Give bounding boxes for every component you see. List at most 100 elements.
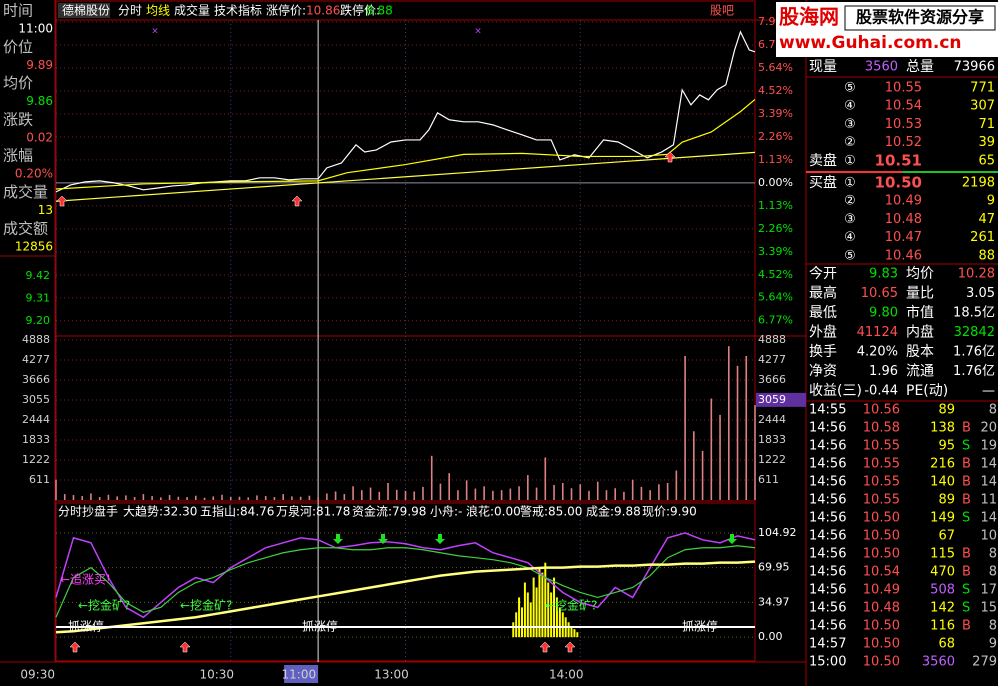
indicator-header: 万泉河:81.78 <box>276 505 350 519</box>
stat-value: 10.65 <box>861 286 898 301</box>
volume-bar <box>317 497 319 500</box>
volume-bar <box>736 365 739 500</box>
volume-bar <box>195 495 197 500</box>
stat-label: 均价 <box>906 266 934 282</box>
volume-bar <box>63 494 66 500</box>
volume-bar <box>361 490 363 500</box>
info-value: 0.20% <box>15 167 53 181</box>
trade-time: 14:55 <box>809 403 846 418</box>
stock-tab[interactable] <box>58 3 110 18</box>
price-frame <box>55 0 756 502</box>
limit-down: 8.88 <box>366 4 393 18</box>
indicator-bar <box>518 597 521 638</box>
y-tick-label: 4.52% <box>758 84 793 97</box>
y-tick-label: 5.64% <box>758 291 793 304</box>
volume-tick-label: 1222 <box>758 453 786 466</box>
y-tick-label: 3.39% <box>758 245 793 258</box>
info-label: 涨跌 <box>3 110 33 128</box>
volume-bar <box>430 455 433 500</box>
indicator-bar <box>526 592 529 638</box>
volume-bar <box>264 496 267 500</box>
quote-value: 73966 <box>954 60 995 75</box>
stat-label: 内盘 <box>906 324 934 341</box>
book-level: ① <box>844 153 856 168</box>
indicator-header: 警戒:85.00 <box>520 504 582 519</box>
volume-bar <box>203 497 206 500</box>
volume-bar <box>55 479 57 500</box>
trade-volume: 116 <box>930 619 955 634</box>
book-price: 10.53 <box>885 117 922 132</box>
volume-bar <box>422 486 424 500</box>
trade-side: S <box>962 439 970 454</box>
info-value: 12856 <box>15 239 53 253</box>
volume-bar <box>649 490 651 500</box>
volume-bar <box>719 414 721 500</box>
trade-volume: 149 <box>930 511 955 526</box>
info-label: 价位 <box>3 38 33 56</box>
volume-bar <box>448 473 450 500</box>
y-tick-label: 6.77% <box>758 314 793 327</box>
indicator-header: 资金流:79.98 <box>352 504 426 519</box>
indicator-bar <box>567 622 570 638</box>
volume-bar <box>229 497 232 500</box>
trade-time: 14:57 <box>809 637 846 652</box>
trade-count: 9 <box>989 637 997 652</box>
y2-tick-label: 9.42 <box>26 269 51 282</box>
volume-bar <box>474 488 477 500</box>
logo-name: 股海网 <box>779 5 839 29</box>
book-volume: 2198 <box>962 176 995 191</box>
volume-bar <box>631 479 634 500</box>
trade-price: 10.54 <box>863 565 900 580</box>
x-tick-label: 14:00 <box>549 668 584 682</box>
annotation: ←挖金矿? <box>78 598 130 613</box>
sell-arrow <box>333 534 343 544</box>
indicator-bar <box>541 572 544 638</box>
volume-bar <box>378 491 381 500</box>
volume-tick-label: 1222 <box>22 453 50 466</box>
quote-label: 总量 <box>906 59 934 75</box>
sell-arrow <box>378 534 388 544</box>
volume-bar <box>142 494 145 500</box>
book-level: ① <box>844 176 856 191</box>
volume-bar <box>343 494 346 500</box>
volume-bar <box>614 488 616 500</box>
trade-price: 10.58 <box>863 421 900 436</box>
buy-arrow <box>664 151 676 163</box>
trade-side: B <box>962 493 971 508</box>
annotation: ←挖金矿? <box>545 598 597 613</box>
book-price: 10.49 <box>885 194 922 209</box>
volume-bar <box>527 475 529 500</box>
trade-volume: 115 <box>930 547 955 562</box>
stat-value: 9.83 <box>869 267 898 282</box>
volume-bar <box>387 482 389 500</box>
volume-tick-label: 3055 <box>22 393 50 406</box>
indicator-bar <box>553 577 556 638</box>
trade-time: 14:56 <box>809 601 846 616</box>
volume-bar <box>116 496 118 500</box>
indicator-bar <box>521 607 523 638</box>
annotation: 抓涨停 <box>682 619 718 634</box>
y-tick-label: 2.26% <box>758 130 793 143</box>
indicator-bar <box>544 562 547 638</box>
volume-bar <box>308 495 311 500</box>
volume-bar <box>666 482 669 500</box>
trade-time: 14:56 <box>809 619 846 634</box>
volume-bar <box>579 484 582 500</box>
trade-time: 14:56 <box>809 421 846 436</box>
trade-price: 10.50 <box>863 637 900 652</box>
volume-bar <box>710 398 713 500</box>
stat-label: 换手 <box>809 343 837 360</box>
book-volume: 9 <box>987 194 995 209</box>
volume-bar <box>693 431 695 500</box>
view-tab: 技术指标 <box>214 3 262 18</box>
buy-arrow <box>539 641 551 653</box>
book-level: ⑤ <box>844 248 856 263</box>
volume-bar <box>273 497 276 500</box>
volume-bar <box>658 484 660 500</box>
volume-bar <box>369 487 372 500</box>
price-line <box>55 30 756 193</box>
volume-bar <box>256 495 258 500</box>
book-price: 10.47 <box>885 230 922 245</box>
volume-bar <box>439 483 442 500</box>
